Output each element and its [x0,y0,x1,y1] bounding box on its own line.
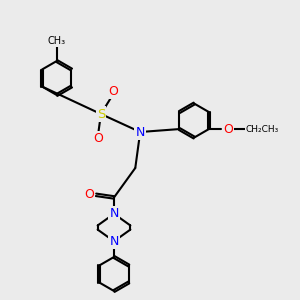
Text: O: O [93,132,103,146]
Text: N: N [109,235,119,248]
Text: N: N [109,207,119,220]
Text: CH₃: CH₃ [48,36,66,46]
Text: S: S [97,107,105,121]
Text: O: O [223,123,233,136]
Text: CH₂CH₃: CH₂CH₃ [245,124,279,134]
Text: N: N [136,125,145,139]
Text: O: O [108,85,118,98]
Text: O: O [85,188,94,201]
